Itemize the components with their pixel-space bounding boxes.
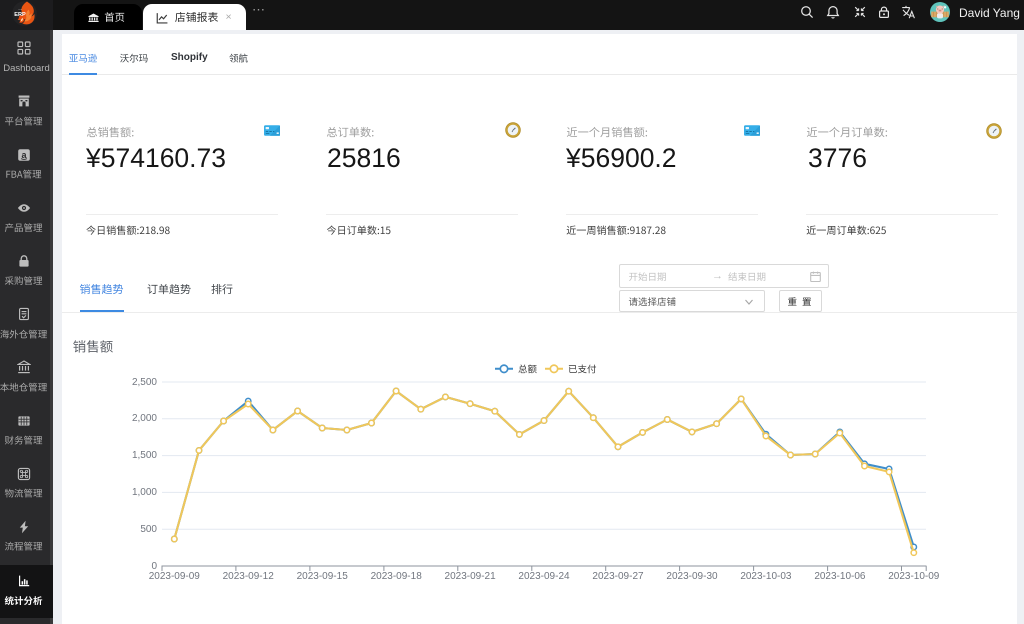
svg-text:a: a — [21, 150, 27, 160]
svg-text:···: ··· — [19, 7, 22, 11]
svg-text:ERP: ERP — [14, 12, 26, 18]
